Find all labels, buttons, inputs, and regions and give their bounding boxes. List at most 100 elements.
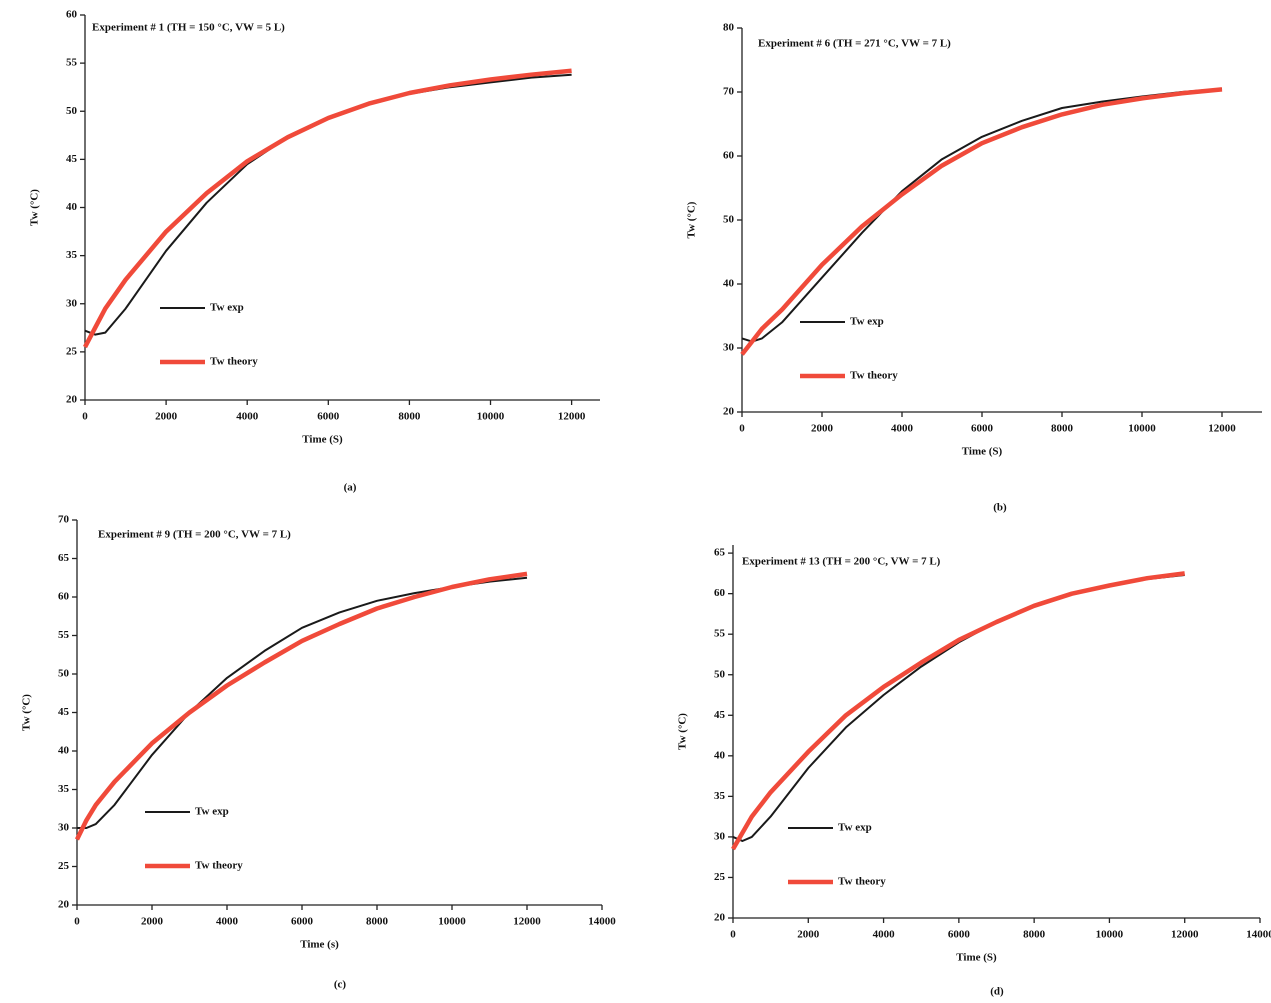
y-tick-label: 45 bbox=[66, 153, 78, 165]
x-tick-label: 8000 bbox=[398, 411, 421, 423]
y-tick-label: 80 bbox=[723, 22, 735, 34]
y-tick-label: 60 bbox=[714, 587, 726, 599]
x-axis-label: Time (S) bbox=[956, 952, 997, 964]
chart-panel: 20 30 40 50 60 70 80 0 2000 4000 6000 8000 10000 1200… bbox=[686, 22, 1262, 514]
legend-label: Tw exp bbox=[850, 316, 884, 328]
y-tick-label: 20 bbox=[58, 899, 70, 911]
legend-label: Tw theory bbox=[195, 860, 243, 872]
y-axis-label: Tw (°C) bbox=[686, 201, 698, 238]
legend-label: Tw theory bbox=[210, 356, 258, 368]
y-axis-label: Tw (°C) bbox=[21, 694, 33, 731]
x-tick-label: 2000 bbox=[797, 929, 820, 941]
legend-label: Tw theory bbox=[838, 876, 886, 888]
x-tick-label: 0 bbox=[82, 411, 88, 423]
legend-label: Tw exp bbox=[195, 806, 229, 818]
x-tick-label: 10000 bbox=[477, 411, 505, 423]
y-axis-label: Tw (°C) bbox=[677, 713, 689, 750]
x-axis-label: Time (s) bbox=[300, 939, 339, 951]
chart-title: Experiment # 1 (TH = 150 °C, VW = 5 L) bbox=[92, 22, 285, 34]
x-axis-label: Time (S) bbox=[962, 446, 1003, 458]
data-line bbox=[740, 87, 1223, 356]
x-axis-label: Time (S) bbox=[302, 434, 343, 446]
y-tick-label: 45 bbox=[714, 709, 726, 721]
y-tick-label: 30 bbox=[66, 297, 78, 309]
legend-label: Tw theory bbox=[850, 370, 898, 382]
y-tick-label: 40 bbox=[66, 201, 78, 213]
x-tick-label: 0 bbox=[74, 916, 80, 928]
y-tick-label: 35 bbox=[58, 783, 70, 795]
data-line bbox=[84, 73, 572, 336]
y-tick-label: 45 bbox=[58, 706, 70, 718]
y-tick-label: 25 bbox=[714, 871, 726, 883]
data-line bbox=[732, 574, 1185, 842]
x-tick-label: 2000 bbox=[141, 916, 164, 928]
y-tick-label: 35 bbox=[66, 249, 78, 261]
chart-panel: 20 25 30 35 40 45 50 55 60 0 2000 4000 6000 8000 10000… bbox=[29, 9, 600, 494]
x-tick-label: 4000 bbox=[216, 916, 239, 928]
chart-panel: 20 25 30 35 40 45 50 55 60 65 70 0 2000 4000 6000 8000 1… bbox=[21, 514, 617, 991]
x-tick-label: 10000 bbox=[1096, 929, 1124, 941]
data-line bbox=[77, 576, 528, 829]
panel-caption: (a) bbox=[344, 482, 357, 494]
y-tick-label: 50 bbox=[714, 668, 726, 680]
chart-panel: 20 25 30 35 40 45 50 55 60 65 0 2000 4000 6000 8000 100… bbox=[677, 545, 1271, 998]
y-tick-label: 25 bbox=[66, 345, 78, 357]
y-tick-label: 60 bbox=[58, 591, 70, 603]
y-axis-label: Tw (°C) bbox=[29, 189, 41, 226]
x-tick-label: 0 bbox=[730, 929, 736, 941]
x-tick-label: 6000 bbox=[291, 916, 314, 928]
x-tick-label: 6000 bbox=[971, 423, 994, 435]
chart-title: Experiment # 6 (TH = 271 °C, VW = 7 L) bbox=[758, 38, 951, 50]
x-tick-label: 4000 bbox=[236, 411, 259, 423]
x-tick-label: 8000 bbox=[1051, 423, 1074, 435]
y-tick-label: 60 bbox=[723, 150, 735, 162]
y-tick-label: 55 bbox=[66, 57, 78, 69]
y-tick-label: 25 bbox=[58, 860, 70, 872]
y-tick-label: 40 bbox=[58, 745, 70, 757]
x-tick-label: 0 bbox=[739, 423, 745, 435]
y-tick-label: 65 bbox=[714, 547, 726, 559]
data-line bbox=[731, 571, 1185, 851]
y-tick-label: 70 bbox=[58, 514, 70, 526]
x-tick-label: 6000 bbox=[317, 411, 340, 423]
y-tick-label: 30 bbox=[714, 830, 726, 842]
y-tick-label: 20 bbox=[714, 912, 726, 924]
x-tick-label: 14000 bbox=[588, 916, 616, 928]
x-tick-label: 10000 bbox=[438, 916, 466, 928]
data-line bbox=[74, 571, 528, 841]
data-line bbox=[741, 87, 1223, 343]
x-tick-label: 12000 bbox=[513, 916, 541, 928]
x-tick-label: 2000 bbox=[155, 411, 178, 423]
x-tick-label: 6000 bbox=[948, 929, 971, 941]
chart-title: Experiment # 13 (TH = 200 °C, VW = 7 L) bbox=[742, 556, 941, 568]
y-tick-label: 55 bbox=[58, 629, 70, 641]
chart-title: Experiment # 9 (TH = 200 °C, VW = 7 L) bbox=[98, 529, 291, 541]
x-tick-label: 12000 bbox=[558, 411, 586, 423]
legend-label: Tw exp bbox=[210, 302, 244, 314]
y-tick-label: 20 bbox=[66, 394, 78, 406]
x-tick-label: 8000 bbox=[1023, 929, 1046, 941]
y-tick-label: 35 bbox=[714, 790, 726, 802]
legend-label: Tw exp bbox=[838, 822, 872, 834]
y-tick-label: 20 bbox=[723, 406, 735, 418]
y-tick-label: 55 bbox=[714, 628, 726, 640]
y-tick-label: 50 bbox=[58, 668, 70, 680]
x-tick-label: 10000 bbox=[1128, 423, 1156, 435]
y-tick-label: 30 bbox=[723, 342, 735, 354]
x-tick-label: 4000 bbox=[891, 423, 914, 435]
panel-caption: (c) bbox=[334, 979, 347, 991]
x-tick-label: 12000 bbox=[1171, 929, 1199, 941]
y-tick-label: 70 bbox=[723, 86, 735, 98]
y-tick-label: 60 bbox=[66, 9, 78, 21]
x-tick-label: 4000 bbox=[873, 929, 896, 941]
y-tick-label: 50 bbox=[723, 214, 735, 226]
x-tick-label: 8000 bbox=[366, 916, 389, 928]
y-tick-label: 30 bbox=[58, 822, 70, 834]
y-tick-label: 40 bbox=[714, 749, 726, 761]
panel-caption: (b) bbox=[993, 502, 1007, 514]
data-line bbox=[83, 68, 572, 349]
x-tick-label: 14000 bbox=[1246, 929, 1271, 941]
y-tick-label: 50 bbox=[66, 105, 78, 117]
panel-caption: (d) bbox=[990, 986, 1004, 998]
